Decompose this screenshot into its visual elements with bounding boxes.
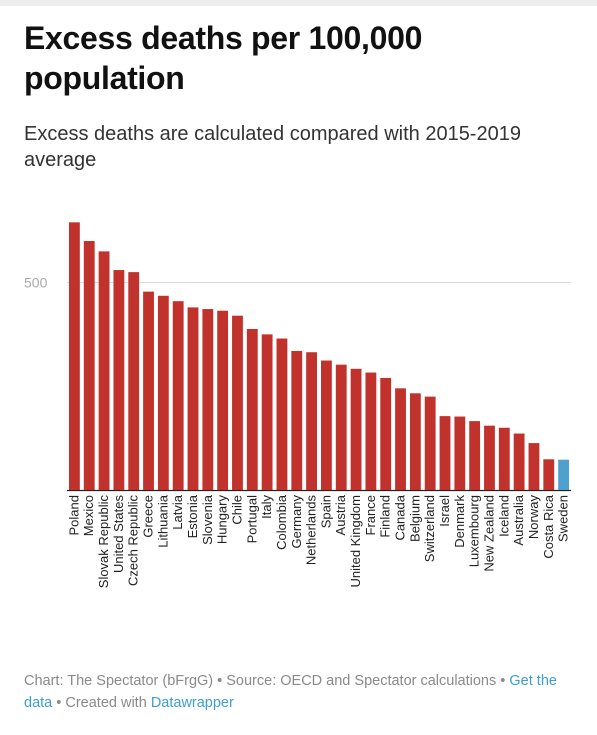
category-label: Norway (526, 495, 541, 540)
bar (246, 328, 258, 490)
category-label: United Kingdom (348, 495, 363, 588)
category-label: Hungary (215, 495, 230, 545)
get-data-link[interactable]: Get the data (24, 673, 557, 711)
bar (498, 427, 510, 490)
category-label: Iceland (496, 495, 511, 537)
bar (513, 433, 525, 490)
category-label: Netherlands (304, 495, 319, 566)
chart-credit: Chart: The Spectator (bFrgG) (24, 673, 214, 689)
category-label: France (363, 495, 378, 535)
bar (172, 301, 184, 490)
category-label: Mexico (81, 495, 96, 536)
bar (484, 425, 495, 490)
category-label: Austria (333, 494, 348, 535)
bar (217, 310, 229, 490)
bar (113, 270, 125, 490)
bar (350, 368, 362, 490)
separator: • (52, 695, 66, 711)
category-label: Germany (289, 495, 304, 549)
separator: • (213, 673, 227, 689)
bar (69, 222, 80, 490)
grid-layer: 500 (24, 275, 571, 492)
category-label: Colombia (274, 494, 289, 550)
category-label: Belgium (407, 495, 422, 542)
category-label: Chile (229, 495, 244, 525)
category-label: Lithuania (155, 494, 170, 548)
bar (424, 396, 436, 490)
category-label: New Zealand (481, 495, 496, 572)
bar-chart: 500 Poland Mexico Slovak Republic United St… (24, 222, 571, 588)
category-label: Greece (141, 495, 156, 538)
created-with-text: Created with (65, 695, 147, 711)
bar (306, 352, 317, 490)
bar (187, 307, 199, 490)
bar (439, 416, 451, 490)
category-label: Finland (378, 495, 393, 538)
bar (291, 350, 303, 490)
category-label: Luxembourg (467, 495, 482, 567)
bar (202, 309, 214, 490)
category-label: Australia (511, 494, 526, 545)
bar (321, 360, 332, 490)
category-labels: Poland Mexico Slovak Republic United States… (66, 494, 570, 588)
bar-layer (69, 222, 569, 490)
source-note: Source: OECD and Spectator calculations (226, 673, 497, 689)
bar (528, 443, 540, 490)
category-label: Estonia (185, 494, 200, 538)
category-label: Portugal (244, 495, 259, 544)
bar (98, 251, 110, 490)
category-label: Latvia (170, 494, 185, 529)
bar (469, 421, 481, 490)
bar (143, 291, 154, 490)
category-label: Spain (318, 495, 333, 528)
bar (128, 272, 140, 490)
bar (365, 372, 377, 490)
bar (335, 364, 347, 490)
category-label: Israel (437, 495, 452, 527)
chart-footer: Chart: The Spectator (bFrgG) • Source: O… (24, 670, 574, 714)
chart-title: Excess deaths per 100,000 population (24, 20, 423, 96)
category-label: United States (111, 495, 126, 574)
bar (543, 459, 555, 490)
top-bar (0, 0, 597, 6)
category-label: Czech Republic (126, 495, 141, 587)
bar (83, 241, 95, 490)
separator: • (496, 673, 510, 689)
bar (454, 416, 466, 490)
bar (380, 377, 392, 490)
category-label: Italy (259, 495, 274, 519)
bar (232, 315, 243, 490)
bar (395, 388, 406, 490)
category-label: Costa Rica (541, 494, 556, 558)
bar (157, 295, 169, 490)
bar (409, 393, 421, 490)
category-label: Sweden (556, 495, 571, 542)
category-label: Poland (66, 495, 81, 535)
bar (261, 334, 273, 490)
category-label: Switzerland (422, 495, 437, 562)
chart-subtitle: Excess deaths are calculated compared wi… (24, 123, 521, 171)
category-label: Slovak Republic (96, 495, 111, 589)
category-label: Denmark (452, 495, 467, 548)
category-label: Slovenia (200, 494, 215, 545)
datawrapper-link[interactable]: Datawrapper (150, 695, 234, 711)
bar (276, 338, 288, 490)
bar (558, 459, 569, 490)
category-label: Canada (393, 494, 408, 540)
y-tick-label: 500 (24, 275, 48, 291)
